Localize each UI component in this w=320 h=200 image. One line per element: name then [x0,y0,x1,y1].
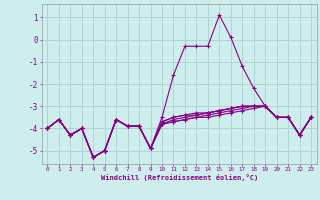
X-axis label: Windchill (Refroidissement éolien,°C): Windchill (Refroidissement éolien,°C) [100,174,258,181]
